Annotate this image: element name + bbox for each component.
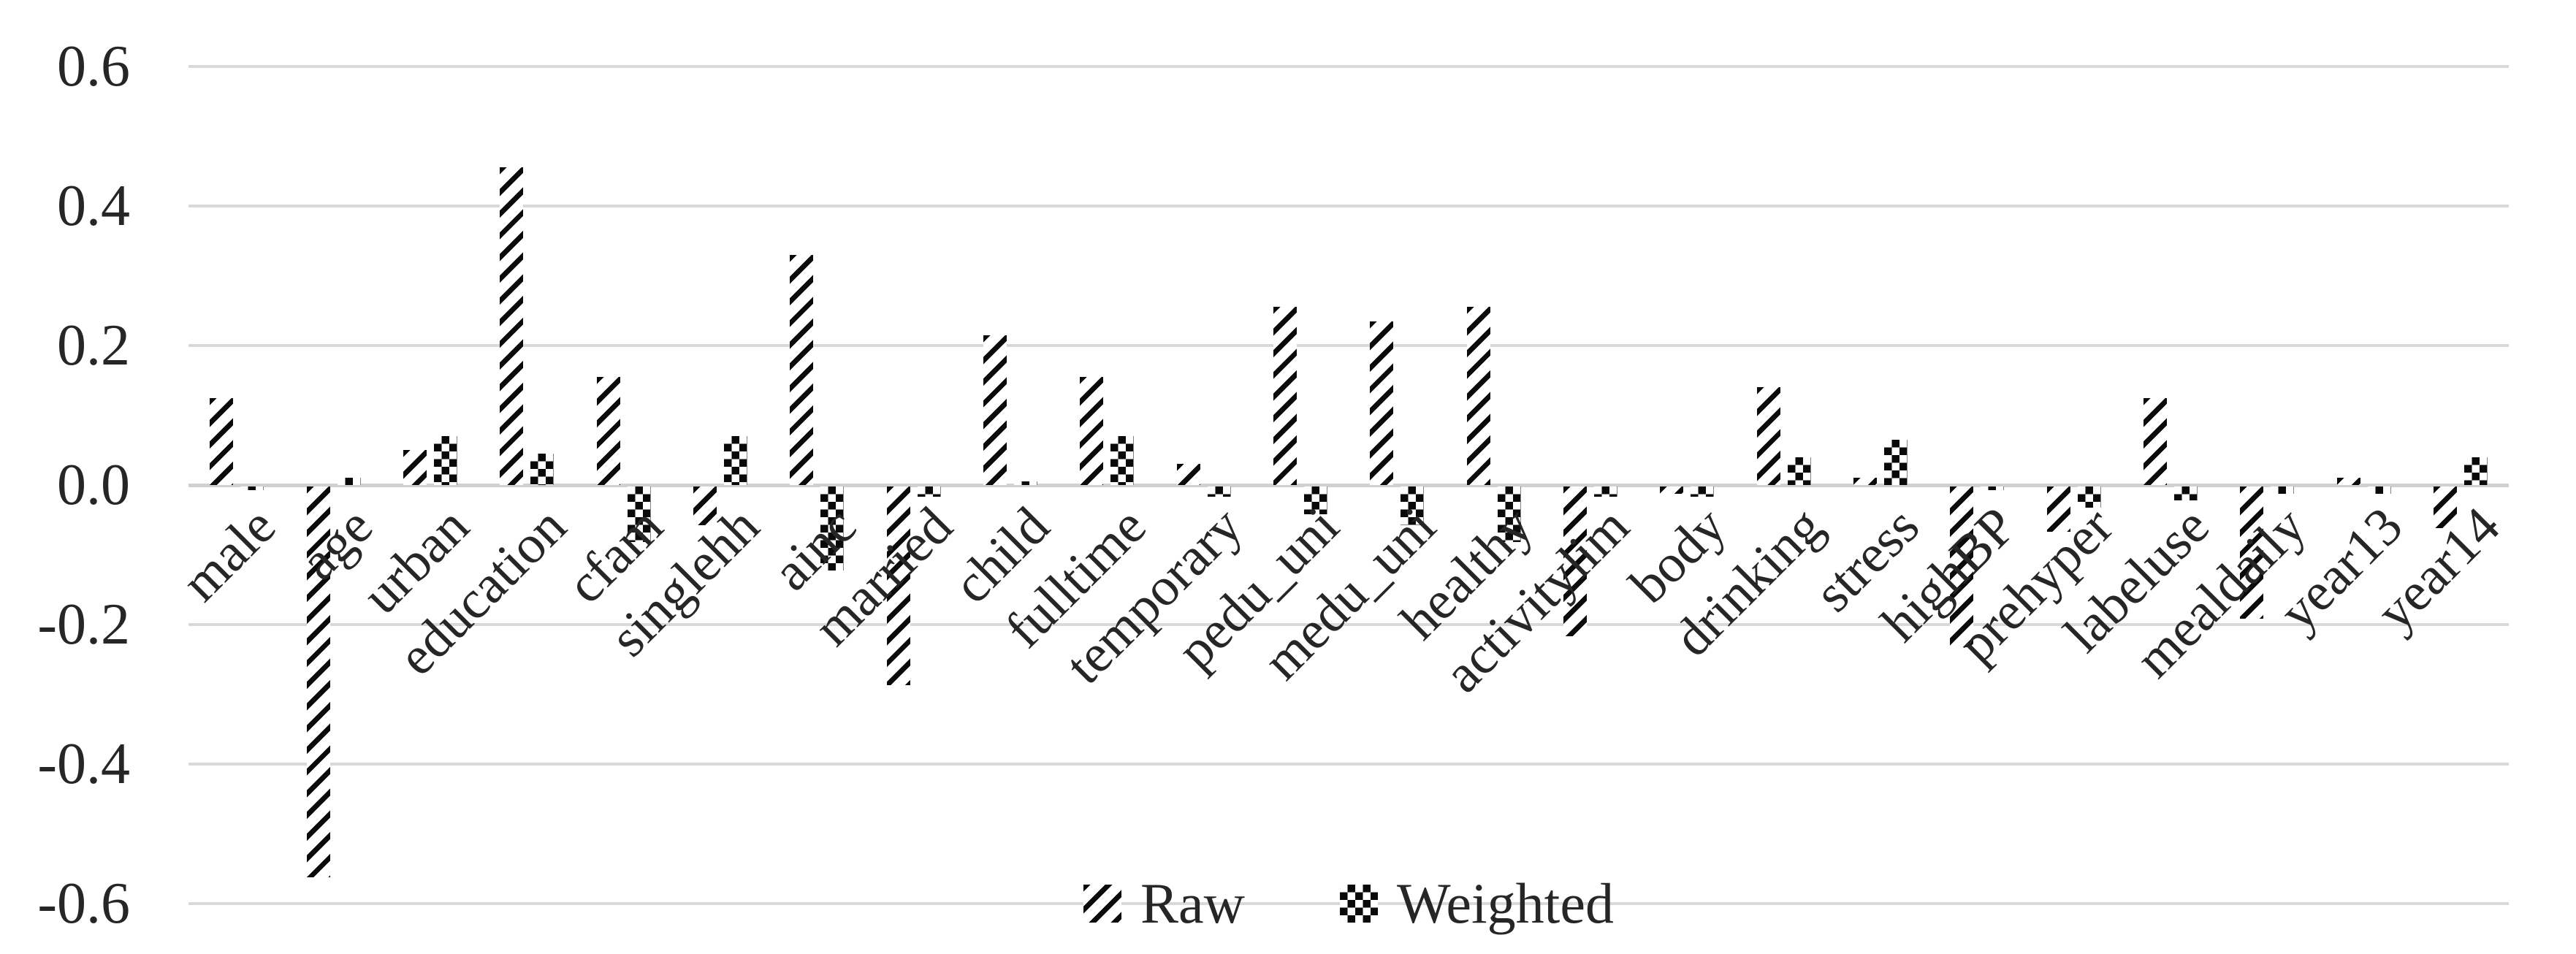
- bar-weighted-healthy: [1497, 486, 1521, 543]
- bar-raw-stress: [1853, 478, 1877, 485]
- bar-raw-male: [210, 397, 234, 485]
- bar-weighted-prehyper: [2077, 486, 2101, 508]
- legend-label-raw: Raw: [1140, 871, 1246, 935]
- bar-weighted-stress: [1883, 439, 1908, 485]
- y-tick-label--0.4: -0.4: [37, 732, 130, 796]
- bar-raw-urban: [403, 450, 427, 485]
- legend: Raw Weighted: [1083, 875, 1614, 932]
- bar-raw-body: [1660, 486, 1684, 494]
- bar-raw-prehyper: [2046, 486, 2070, 533]
- gridline-0.6: [188, 65, 2509, 68]
- bar-raw-pedu_uni: [1273, 307, 1297, 485]
- bar-weighted-ainc: [820, 486, 845, 571]
- y-tick-label--0.6: -0.6: [37, 871, 130, 936]
- raw-pattern-swatch-icon: [1083, 885, 1122, 923]
- bar-weighted-year13: [2367, 486, 2391, 494]
- y-tick-label-0.6: 0.6: [57, 34, 130, 99]
- bar-weighted-temporary: [1207, 486, 1231, 497]
- bar-weighted-fulltime: [1110, 436, 1135, 485]
- bar-raw-ainc: [790, 254, 814, 485]
- bar-weighted-child: [1013, 481, 1037, 485]
- legend-item-raw: Raw: [1083, 875, 1245, 932]
- bar-weighted-activitylim: [1593, 486, 1617, 497]
- bar-weighted-pedu_uni: [1303, 486, 1327, 515]
- bar-weighted-age: [337, 478, 361, 485]
- bar-weighted-education: [530, 454, 555, 485]
- legend-label-weighted: Weighted: [1397, 871, 1614, 935]
- bar-weighted-drinking: [1787, 457, 1811, 485]
- bar-raw-singlehh: [693, 486, 717, 525]
- bar-raw-medu_uni: [1370, 321, 1394, 485]
- gridline--0.4: [188, 763, 2509, 766]
- bar-raw-healthy: [1466, 307, 1490, 485]
- bar-raw-education: [500, 167, 524, 485]
- gridline-0.2: [188, 344, 2509, 347]
- y-tick-label-0.4: 0.4: [57, 174, 130, 238]
- bar-weighted-urban: [433, 436, 457, 485]
- gridline-0.0: [188, 484, 2509, 487]
- bar-raw-age: [306, 486, 330, 877]
- gridline--0.2: [188, 623, 2509, 626]
- bar-weighted-year14: [2463, 457, 2488, 485]
- bar-weighted-labeluse: [2173, 486, 2198, 501]
- bar-weighted-highBP: [1981, 486, 2005, 490]
- x-label-male: male: [170, 496, 288, 613]
- bar-weighted-mealdaily: [2271, 486, 2295, 494]
- y-tick-label--0.2: -0.2: [37, 592, 130, 657]
- bar-raw-mealdaily: [2240, 486, 2264, 619]
- legend-item-weighted: Weighted: [1340, 875, 1614, 932]
- bar-raw-drinking: [1756, 387, 1780, 485]
- bar-raw-highBP: [1950, 486, 1974, 647]
- bar-raw-married: [886, 486, 910, 686]
- y-tick-label-0.0: 0.0: [57, 453, 130, 517]
- bar-raw-fulltime: [1080, 376, 1104, 485]
- bar-weighted-medu_uni: [1401, 486, 1425, 525]
- bar-raw-activitylim: [1563, 486, 1587, 637]
- gridline-0.4: [188, 205, 2509, 207]
- bar-raw-child: [983, 335, 1007, 485]
- bar-raw-year13: [2336, 478, 2360, 485]
- bar-weighted-singlehh: [723, 436, 747, 485]
- bar-raw-labeluse: [2143, 397, 2167, 485]
- bar-weighted-body: [1691, 486, 1715, 497]
- bar-raw-year14: [2433, 486, 2457, 529]
- weighted-pattern-swatch-icon: [1340, 885, 1379, 923]
- y-tick-label-0.2: 0.2: [57, 313, 130, 378]
- bar-raw-cfam: [596, 376, 620, 485]
- bar-raw-temporary: [1176, 464, 1200, 485]
- bar-weighted-married: [917, 486, 941, 497]
- bar-weighted-male: [240, 486, 264, 490]
- bar-weighted-cfam: [627, 486, 651, 543]
